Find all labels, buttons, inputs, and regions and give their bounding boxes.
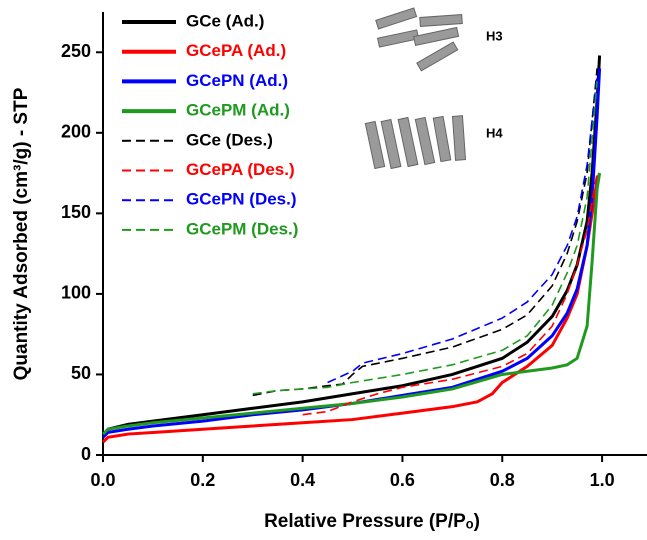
series-line [302, 172, 598, 416]
y-tick-label: 100 [61, 283, 91, 303]
series-line [252, 81, 598, 395]
y-tick-label: 200 [61, 122, 91, 142]
legend-label: GCePA (Des.) [186, 160, 295, 179]
legend-label: GCe (Ad.) [186, 11, 264, 30]
annotation: H4 [486, 125, 503, 140]
y-tick-label: 50 [71, 363, 91, 383]
series-line [252, 68, 598, 397]
legend-label: GCePN (Des.) [186, 190, 297, 209]
x-axis-title: Relative Pressure (P/Pₒ) [264, 511, 480, 532]
y-axis-title: Quantity Adsorbed (cm³/g) - STP [11, 87, 32, 380]
y-tick-label: 0 [81, 444, 91, 464]
rods-h4 [364, 115, 467, 170]
legend-label: GCePM (Ad.) [186, 101, 290, 120]
series-line [327, 76, 598, 384]
series-line [101, 172, 602, 436]
legend-label: GCePN (Ad.) [186, 71, 288, 90]
y-tick-label: 250 [61, 41, 91, 61]
x-tick-label: 0.8 [490, 470, 515, 490]
x-tick-label: 1.0 [590, 470, 615, 490]
x-tick-label: 0.0 [90, 470, 115, 490]
y-tick-label: 150 [61, 202, 91, 222]
series-line [101, 68, 602, 439]
rods-h3 [375, 7, 463, 72]
series-line [101, 55, 602, 437]
legend-label: GCePA (Ad.) [186, 41, 286, 60]
x-tick-label: 0.6 [390, 470, 415, 490]
x-tick-label: 0.2 [190, 470, 215, 490]
legend-label: GCePM (Des.) [186, 219, 298, 238]
annotation: H3 [486, 28, 503, 43]
x-tick-label: 0.4 [290, 470, 315, 490]
legend-label: GCe (Des.) [186, 130, 273, 149]
